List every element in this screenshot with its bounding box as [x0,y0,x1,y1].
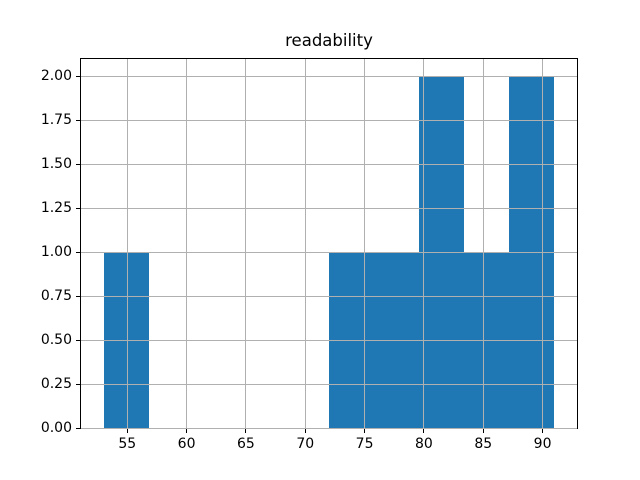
y-tick-mark [76,427,80,429]
y-gridline [81,207,577,209]
y-tick-label: 0.50 [40,332,72,349]
x-tick-label: 70 [296,436,315,453]
y-tick-label: 1.50 [40,156,72,173]
x-tick-mark [364,429,366,434]
y-tick-label: 0.25 [40,376,72,393]
y-tick-mark [76,75,80,77]
x-gridline [304,58,306,429]
x-tick-mark [245,429,247,434]
y-tick-label: 0.75 [40,288,72,305]
x-tick-mark [304,429,306,434]
y-tick-mark [76,163,80,165]
x-gridline [542,58,544,429]
y-tick-label: 2.00 [40,68,72,85]
x-tick-label: 90 [533,436,552,453]
y-gridline [81,163,577,165]
x-tick-mark [542,429,544,434]
y-gridline [81,119,577,121]
y-gridline [81,75,577,77]
y-tick-label: 0.00 [40,420,72,437]
x-tick-mark [482,429,484,434]
x-tick-label: 55 [118,436,137,453]
y-gridline [81,427,577,429]
plot-inner: 55 60 65 70 75 80 85 90 0.00 0.25 0.50 0.75 1.00 1.25… [41,58,577,452]
y-tick-mark [76,119,80,121]
x-tick-mark [126,429,128,434]
x-tick-label: 65 [237,436,255,453]
x-tick-mark [423,429,425,434]
y-tick-label: 1.00 [40,244,72,261]
y-gridline [81,251,577,253]
x-gridline [364,58,366,429]
plot-area: readability 55 60 65 70 75 80 85 90 0.00 0.25 0.50… [41,31,578,452]
x-tick-label: 85 [474,436,493,453]
y-gridline [81,295,577,297]
y-tick-label: 1.25 [40,200,72,217]
y-gridline [81,339,577,341]
y-tick-mark [76,295,80,297]
x-gridline [423,58,425,429]
x-tick-label: 60 [177,436,196,453]
x-gridline [126,58,128,429]
chart-title: readability [285,30,373,50]
y-tick-mark [76,207,80,209]
y-tick-mark [76,383,80,385]
y-tick-mark [76,251,80,253]
x-gridline [186,58,188,429]
y-gridline [81,383,577,385]
x-gridline [482,58,484,429]
y-tick-mark [76,339,80,341]
y-tick-label: 1.75 [40,112,72,129]
x-tick-label: 80 [415,436,433,453]
x-gridline [245,58,247,429]
x-tick-label: 75 [355,436,374,453]
x-tick-mark [186,429,188,434]
